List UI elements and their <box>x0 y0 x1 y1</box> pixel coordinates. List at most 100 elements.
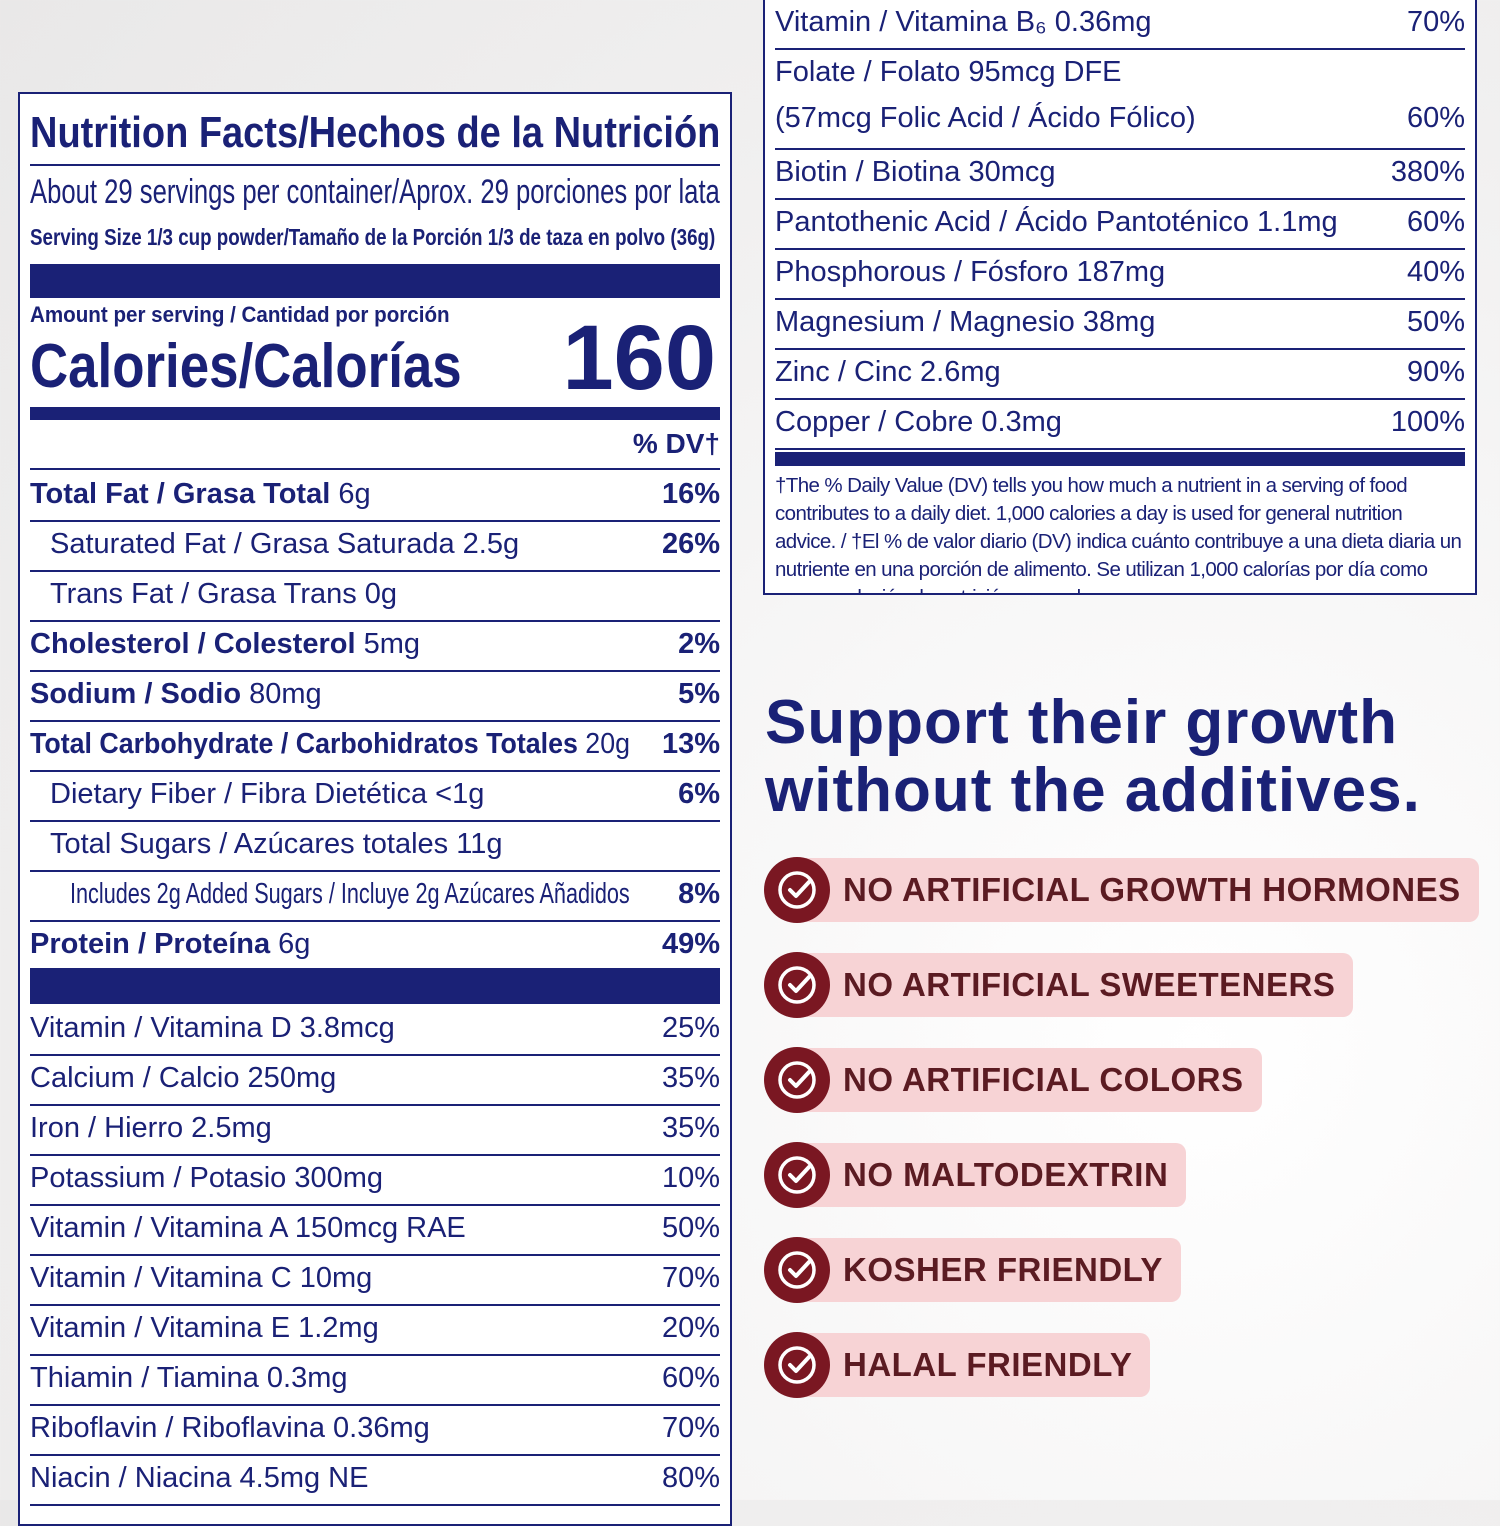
nutrient-row: Total Carbohydrate / Carbohidratos Total… <box>30 720 720 772</box>
nutrient-name: Cholesterol / Colesterol 5mg <box>30 620 420 668</box>
nutrient-name: Riboflavin / Riboflavina 0.36mg <box>30 1404 430 1452</box>
badge-pill: NO MALTODEXTRIN <box>793 1143 1187 1207</box>
nutrient-label: Riboflavin / Riboflavina 0.36mg <box>30 1412 430 1444</box>
nutrient-dv: 50% <box>1406 306 1465 338</box>
nutrient-label: Copper / Cobre 0.3mg <box>775 406 1062 438</box>
nutrient-dv: 35% <box>661 1062 720 1094</box>
nutrient-dv: 60% <box>1406 206 1465 238</box>
nutrient-label: Pantothenic Acid / Ácido Pantoténico 1.1… <box>775 206 1338 238</box>
nutrient-row: Niacin / Niacina 4.5mg NE 80% <box>30 1454 720 1506</box>
nutrient-name: Biotin / Biotina 30mcg <box>775 148 1055 196</box>
nutrient-name: Vitamin / Vitamina B₆ 0.36mg <box>775 0 1152 46</box>
nutrient-label: Phosphorous / Fósforo 187mg <box>775 256 1166 288</box>
badge-text: NO ARTIFICIAL SWEETENERS <box>843 966 1336 1003</box>
badge-pill: KOSHER FRIENDLY <box>793 1238 1181 1302</box>
rule <box>30 407 720 420</box>
nutrient-amount: 6g <box>278 928 311 960</box>
nutrient-row: Copper / Cobre 0.3mg 100% <box>775 398 1465 450</box>
amount-per-serving: Amount per serving / Cantidad por porció… <box>30 302 450 327</box>
nutrient-label: Saturated Fat / Grasa Saturada 2.5g <box>50 528 520 560</box>
nutrient-label: Vitamin / Vitamina A 150mcg RAE <box>30 1212 466 1244</box>
nutrient-row: Trans Fat / Grasa Trans 0g <box>30 570 720 622</box>
nutrient-row: Folate / Folato 95mcg DFE (57mcg Folic Ac… <box>775 48 1465 150</box>
nutrient-name: Includes 2g Added Sugars / Incluye 2g Az… <box>70 870 630 918</box>
nutrient-row: Potassium / Potasio 300mg 10% <box>30 1154 720 1206</box>
nutrient-name: Magnesium / Magnesio 38mg <box>775 298 1155 346</box>
nutrient-name: Total Sugars / Azúcares totales 11g <box>50 820 502 868</box>
nutrient-row: Calcium / Calcio 250mg 35% <box>30 1054 720 1106</box>
badge-pill: NO ARTIFICIAL GROWTH HORMONES <box>793 858 1479 922</box>
rule <box>30 468 720 470</box>
nutrient-dv: 60% <box>661 1362 720 1394</box>
nutrient-name: Zinc / Cinc 2.6mg <box>775 348 1001 396</box>
nutrient-name: Vitamin / Vitamina C 10mg <box>30 1254 372 1302</box>
nutrient-name: Vitamin / Vitamina E 1.2mg <box>30 1304 379 1352</box>
nutrient-label: Vitamin / Vitamina D 3.8mcg <box>30 1012 395 1044</box>
check-icon <box>764 857 830 923</box>
nutrient-row: Sodium / Sodio 80mg 5% <box>30 670 720 722</box>
nutrient-label: Sodium / Sodio <box>30 678 242 710</box>
nutrient-amount: 80mg <box>249 678 322 710</box>
nutrient-label: Magnesium / Magnesio 38mg <box>775 306 1156 338</box>
dv-header: % DV† <box>632 428 720 459</box>
nutrient-row: Vitamin / Vitamina E 1.2mg 20% <box>30 1304 720 1356</box>
rule <box>30 968 720 1004</box>
nutrient-dv: 60% <box>1406 102 1465 134</box>
nutrient-row: Magnesium / Magnesio 38mg 50% <box>775 298 1465 350</box>
nutrient-row: Total Fat / Grasa Total 6g 16% <box>30 470 720 522</box>
nutrient-dv: 40% <box>1406 256 1465 288</box>
nutrient-row: Vitamin / Vitamina C 10mg 70% <box>30 1254 720 1306</box>
nutrient-name: Copper / Cobre 0.3mg <box>775 398 1062 446</box>
nutrient-row: Thiamin / Tiamina 0.3mg 60% <box>30 1354 720 1406</box>
nutrient-dv: 25% <box>661 1012 720 1044</box>
nutrient-amount: 5mg <box>363 628 420 660</box>
nutrient-label: Zinc / Cinc 2.6mg <box>775 356 1001 388</box>
badge-text: NO ARTIFICIAL COLORS <box>843 1061 1244 1098</box>
nutrient-name: Trans Fat / Grasa Trans 0g <box>50 570 397 618</box>
nutrient-row: Dietary Fiber / Fibra Dietética <1g 6% <box>30 770 720 822</box>
nutrient-dv: 35% <box>661 1112 720 1144</box>
nutrient-label: Vitamin / Vitamina C 10mg <box>30 1262 373 1294</box>
badge-text: NO MALTODEXTRIN <box>843 1156 1169 1193</box>
nutrient-row: Pantothenic Acid / Ácido Pantoténico 1.1… <box>775 198 1465 250</box>
nutrient-name: Phosphorous / Fósforo 187mg <box>775 248 1165 296</box>
calories-value: 160 <box>562 307 717 409</box>
nutrient-dv: 2% <box>678 628 720 660</box>
nutrient-row: Vitamin / Vitamina D 3.8mcg 25% <box>30 1004 720 1056</box>
nutrient-dv: 100% <box>1390 406 1465 438</box>
nutrient-row: Zinc / Cinc 2.6mg 90% <box>775 348 1465 400</box>
badge-pill: NO ARTIFICIAL SWEETENERS <box>793 953 1354 1017</box>
badge-text: KOSHER FRIENDLY <box>843 1251 1163 1288</box>
nutrient-label: Thiamin / Tiamina 0.3mg <box>30 1362 348 1394</box>
nutrient-row: Iron / Hierro 2.5mg 35% <box>30 1104 720 1156</box>
nutrient-label: Niacin / Niacina 4.5mg NE <box>30 1462 369 1494</box>
rule <box>30 164 720 166</box>
nutrient-label: Vitamin / Vitamina B₆ 0.36mg <box>775 6 1152 38</box>
nutrient-row: Biotin / Biotina 30mcg 380% <box>775 148 1465 200</box>
check-icon <box>764 1332 830 1398</box>
nutrient-dv: 8% <box>678 878 720 910</box>
nutrient-name: Dietary Fiber / Fibra Dietética <1g <box>50 770 484 818</box>
nutrient-label: Includes 2g Added Sugars / Incluye 2g Az… <box>70 878 630 910</box>
nutrient-label: Potassium / Potasio 300mg <box>30 1162 384 1194</box>
servings: About 29 servings per container/Aprox. 2… <box>30 173 720 211</box>
nutrient-name: Protein / Proteína 6g <box>30 920 310 968</box>
nutrient-name: (57mcg Folic Acid / Ácido Fólico) <box>775 102 1196 134</box>
nutrient-label: Dietary Fiber / Fibra Dietética <1g <box>50 778 485 810</box>
nutrient-row: Riboflavin / Riboflavina 0.36mg 70% <box>30 1404 720 1456</box>
check-icon <box>764 952 830 1018</box>
calories-label: Calories/Calorías <box>30 332 462 401</box>
nutrient-row: Includes 2g Added Sugars / Incluye 2g Az… <box>30 870 720 922</box>
nutrient-name: Saturated Fat / Grasa Saturada 2.5g <box>50 520 519 568</box>
nutrient-name: Total Fat / Grasa Total 6g <box>30 470 371 518</box>
nutrition-panel-continued: Vitamin / Vitamina B₆ 0.36mg 70% Folate / … <box>763 0 1477 595</box>
check-icon <box>764 1142 830 1208</box>
headline: without the additives. <box>765 756 1421 825</box>
nutrient-dv: 80% <box>661 1462 720 1494</box>
nutrient-dv: 70% <box>661 1262 720 1294</box>
serving-size: Serving Size 1/3 cup powder/Tamaño de la… <box>30 224 716 250</box>
nutrient-dv: 10% <box>661 1162 720 1194</box>
nutrient-dv: 380% <box>1390 156 1465 188</box>
nutrient-amount: 6g <box>338 478 371 510</box>
